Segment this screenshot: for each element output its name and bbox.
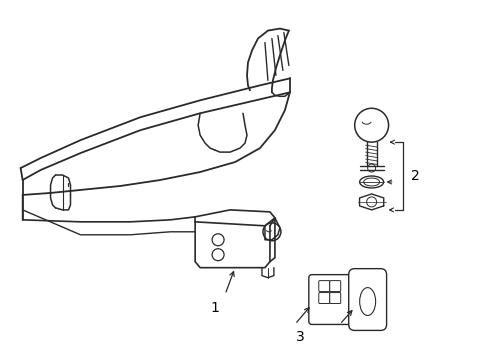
Text: 3: 3 xyxy=(295,330,304,345)
Text: 1: 1 xyxy=(210,301,219,315)
FancyBboxPatch shape xyxy=(308,275,350,324)
FancyBboxPatch shape xyxy=(329,293,340,303)
FancyBboxPatch shape xyxy=(329,280,340,292)
FancyBboxPatch shape xyxy=(318,293,329,303)
Text: 2: 2 xyxy=(410,169,418,183)
FancyBboxPatch shape xyxy=(348,269,386,330)
FancyBboxPatch shape xyxy=(318,280,329,292)
